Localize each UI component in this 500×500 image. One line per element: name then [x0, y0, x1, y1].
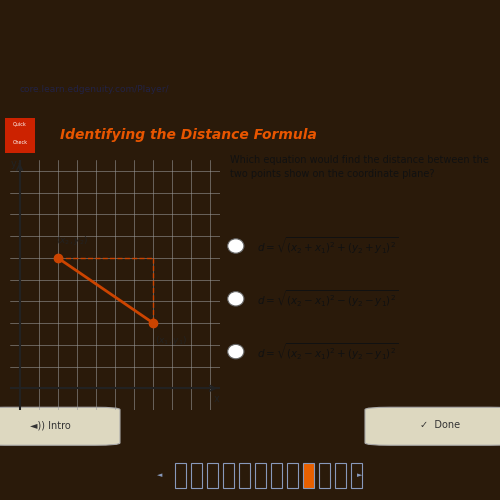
Text: $d = \sqrt{(x_2 - x_1)^2 + (y_2 - y_1)^2}$: $d = \sqrt{(x_2 - x_1)^2 + (y_2 - y_1)^2… [258, 342, 398, 361]
Circle shape [228, 344, 244, 359]
Text: Identifying the Distance Formula: Identifying the Distance Formula [60, 128, 317, 142]
Text: ►: ► [358, 472, 362, 478]
Text: $(x_2, y_2)$: $(x_2, y_2)$ [56, 234, 88, 247]
FancyBboxPatch shape [365, 407, 500, 445]
Text: $d = \sqrt{(x_2 + x_1)^2 + (y_2 + y_1)^2}$: $d = \sqrt{(x_2 + x_1)^2 + (y_2 + y_1)^2… [258, 236, 398, 256]
Circle shape [228, 292, 244, 306]
Text: ◄: ◄ [158, 472, 162, 478]
Text: Quick: Quick [13, 122, 27, 126]
Text: ◄)) Intro: ◄)) Intro [30, 420, 70, 430]
FancyBboxPatch shape [5, 118, 35, 152]
Circle shape [228, 239, 244, 253]
Text: $(x_1, y_1)$: $(x_1, y_1)$ [155, 334, 187, 347]
FancyBboxPatch shape [303, 462, 314, 487]
Text: $d = \sqrt{(x_2 - x_1)^2 - (y_2 - y_1)^2}$: $d = \sqrt{(x_2 - x_1)^2 - (y_2 - y_1)^2… [258, 288, 398, 309]
Text: x: x [214, 394, 219, 404]
Text: Check: Check [12, 140, 28, 145]
Text: y: y [11, 160, 16, 170]
Text: core.learn.edgenuity.com/Player/: core.learn.edgenuity.com/Player/ [20, 86, 170, 94]
FancyBboxPatch shape [0, 407, 120, 445]
Text: Which equation would find the distance between the
two points show on the coordi: Which equation would find the distance b… [230, 155, 490, 179]
Text: ✓  Done: ✓ Done [420, 420, 460, 430]
